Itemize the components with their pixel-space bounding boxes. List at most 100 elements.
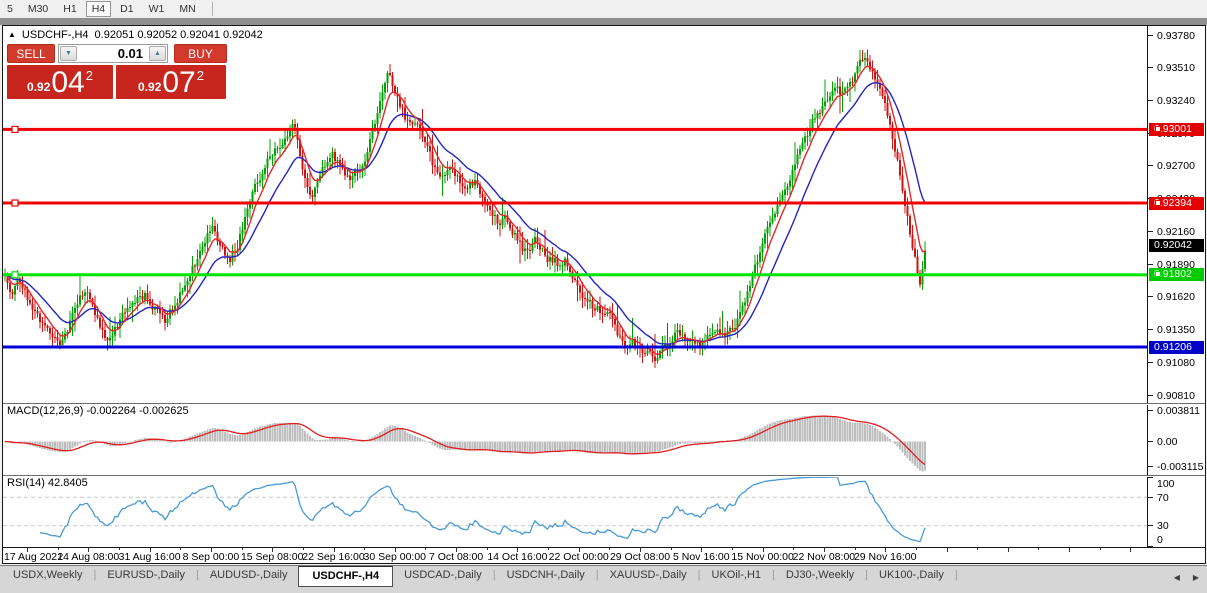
price-tick <box>1148 361 1153 363</box>
time-minor-tick <box>548 548 549 550</box>
time-axis-label: 22 Nov 08:00 <box>792 551 856 563</box>
chart-tab-usdchf-h4[interactable]: USDCHF-,H4 <box>298 566 394 587</box>
timeframe-button-5[interactable]: 5 <box>7 3 13 15</box>
time-minor-tick <box>1038 548 1040 550</box>
buy-price-pipette: 2 <box>196 68 204 83</box>
macd-tick <box>1148 441 1153 442</box>
timeframe-button-mn[interactable]: MN <box>179 3 196 15</box>
time-axis-label: 15 Nov 00:00 <box>731 551 794 563</box>
price-tick-label: 0.92700 <box>1157 160 1195 173</box>
time-minor-tick <box>793 548 795 550</box>
price-tick-label: 0.93240 <box>1157 94 1195 107</box>
time-major-tick <box>272 548 274 552</box>
chart-tab-usdx-weekly[interactable]: USDX,Weekly <box>13 569 83 581</box>
chart-symbol-period: USDCHF-,H4 <box>21 28 89 41</box>
time-axis-label: 29 Oct 08:00 <box>609 551 671 563</box>
window-gap <box>0 18 1207 25</box>
time-major-tick <box>333 548 335 552</box>
lot-size-input[interactable] <box>78 45 148 62</box>
price-tick-label: 0.93780 <box>1157 29 1195 42</box>
time-minor-tick <box>609 548 611 550</box>
price-tick-label: 0.93510 <box>1157 62 1195 75</box>
chart-tab-usdcad-daily[interactable]: USDCAD-,Daily <box>404 569 482 581</box>
buy-price-display[interactable]: 0.92 07 2 <box>116 65 226 99</box>
rsi-tick-label: 70 <box>1157 491 1169 504</box>
timeframe-button-d1[interactable]: D1 <box>120 3 134 15</box>
line-end-marker[interactable] <box>1155 199 1161 206</box>
price-tick-label: 0.91890 <box>1157 258 1195 271</box>
price-axis[interactable]: 0.937800.935100.932400.929700.927000.924… <box>1147 26 1205 547</box>
time-major-tick <box>885 548 887 552</box>
tab-scroll-right-icon[interactable]: ▶ <box>1192 573 1199 582</box>
sell-price-display[interactable]: 0.92 04 2 <box>7 65 113 99</box>
rsi-panel-splitter[interactable] <box>3 475 1205 476</box>
chart-tab-dj30-weekly[interactable]: DJ30-,Weekly <box>785 569 855 581</box>
timeframe-button-w1[interactable]: W1 <box>148 3 165 15</box>
time-major-tick <box>578 548 580 552</box>
price-tick <box>1148 99 1153 101</box>
price-line-badge: 0.92042 <box>1149 239 1204 253</box>
macd-label: MACD(12,26,9) -0.002264 -0.002625 <box>7 405 189 417</box>
price-line-badge: 0.91206 <box>1149 340 1204 354</box>
chart-tab-usdcnh-daily[interactable]: USDCNH-,Daily <box>506 569 585 581</box>
rsi-tick-label: 0 <box>1157 534 1163 546</box>
collapse-panel-icon[interactable]: ▲ <box>8 30 16 39</box>
lot-decrease-button[interactable]: ▼ <box>60 46 77 61</box>
tab-separator: | <box>492 569 496 581</box>
time-major-tick <box>1130 548 1132 552</box>
chart-title-bar: ▲ USDCHF-,H4 0.92051 0.92052 0.92041 0.9… <box>8 28 263 41</box>
chart-tab-ukoil-h1[interactable]: UKOil-,H1 <box>711 569 762 581</box>
time-axis[interactable]: 17 Aug 2021 24 Aug 08:00 31 Aug 16:00 8 Sep… <box>3 547 1205 563</box>
tab-scroll-left-icon[interactable]: ◀ <box>1173 573 1180 582</box>
tab-separator: | <box>595 569 599 581</box>
time-minor-tick <box>425 548 427 550</box>
lot-increase-button[interactable]: ▲ <box>149 46 166 61</box>
line-end-marker[interactable] <box>1155 125 1161 132</box>
time-major-tick <box>701 548 703 552</box>
chart-surface[interactable] <box>3 26 1148 547</box>
price-tick <box>1148 67 1153 69</box>
price-tick <box>1148 329 1153 331</box>
time-minor-tick <box>670 548 672 550</box>
sell-price-pipette: 2 <box>85 68 93 83</box>
price-tick-label: 0.91080 <box>1157 356 1195 369</box>
time-axis-label: 31 Aug 16:00 <box>118 551 181 563</box>
tab-separator: | <box>195 569 199 581</box>
time-major-tick <box>149 548 151 552</box>
timeframe-button-h4[interactable]: H4 <box>85 1 112 17</box>
rsi-tick <box>1148 496 1153 498</box>
price-line-badge: 0.93001 <box>1149 122 1204 136</box>
time-minor-tick <box>302 548 304 550</box>
line-end-marker[interactable] <box>1155 271 1161 278</box>
price-tick <box>1148 296 1153 298</box>
time-axis-label: 30 Sep 00:00 <box>363 551 427 563</box>
timeframe-button-h1[interactable]: H1 <box>63 3 77 15</box>
time-major-tick <box>1069 548 1071 552</box>
time-minor-tick <box>731 548 733 550</box>
toolbar-separator <box>211 2 213 16</box>
tab-separator: | <box>93 569 97 581</box>
time-major-tick <box>762 548 764 552</box>
lot-size-group: ▼ ▲ <box>58 44 168 63</box>
time-major-tick <box>946 548 948 552</box>
time-axis-label: 17 Aug 2021 <box>4 551 63 563</box>
spin-up-icon: ▲ <box>154 50 161 57</box>
timeframe-button-m30[interactable]: M30 <box>27 3 49 15</box>
macd-panel-splitter[interactable] <box>3 403 1205 404</box>
buy-button[interactable]: BUY <box>174 44 227 63</box>
time-axis-label: 22 Oct 00:00 <box>548 551 609 563</box>
buy-price-big: 07 <box>162 66 196 99</box>
chart-tab-xauusd-daily[interactable]: XAUUSD-,Daily <box>609 569 687 581</box>
price-line-badge: 0.91802 <box>1149 268 1204 282</box>
time-major-tick <box>823 548 825 552</box>
price-tick <box>1148 230 1153 232</box>
time-axis-label: 29 Nov 16:00 <box>853 551 917 563</box>
chart-tab-audusd-daily[interactable]: AUDUSD-,Daily <box>209 569 288 581</box>
sell-price-big: 04 <box>51 66 85 99</box>
sell-button[interactable]: SELL <box>7 44 55 63</box>
price-tick-label: 0.90810 <box>1157 389 1195 402</box>
price-tick-label: 0.92160 <box>1157 225 1195 238</box>
time-major-tick <box>456 548 458 552</box>
chart-tab-uk100-daily[interactable]: UK100-,Daily <box>879 569 944 581</box>
chart-tab-eurusd-daily[interactable]: EURUSD-,Daily <box>107 569 185 581</box>
